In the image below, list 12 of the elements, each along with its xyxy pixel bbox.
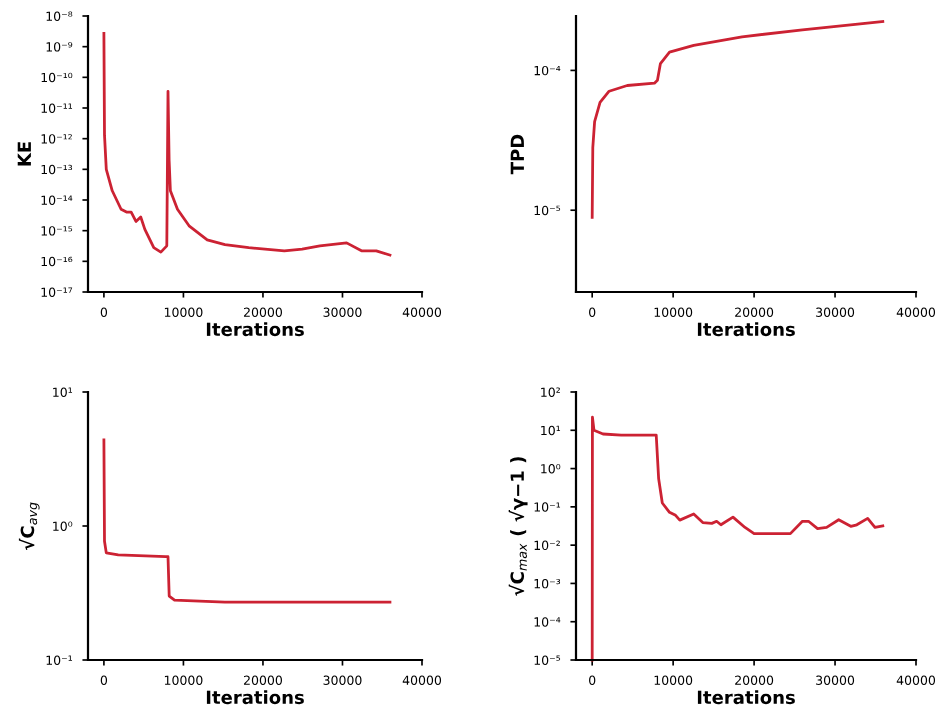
x-axis-title: Iterations — [206, 322, 304, 337]
x-axis-title: Iterations — [697, 322, 795, 337]
line-series — [590, 415, 885, 662]
y-axis-title: KE — [17, 142, 31, 166]
y-axis-title: TPD — [510, 134, 524, 175]
x-axis-title: Iterations — [697, 690, 795, 705]
line-series — [102, 32, 392, 257]
x-axis-title: Iterations — [206, 690, 304, 705]
y-axis-title: √C$_{avg}$ — [18, 502, 40, 550]
line-series — [102, 438, 392, 604]
line-series — [590, 20, 885, 219]
y-axis-title: √C$_{max}$ ( √γ−1 ) — [508, 457, 528, 596]
